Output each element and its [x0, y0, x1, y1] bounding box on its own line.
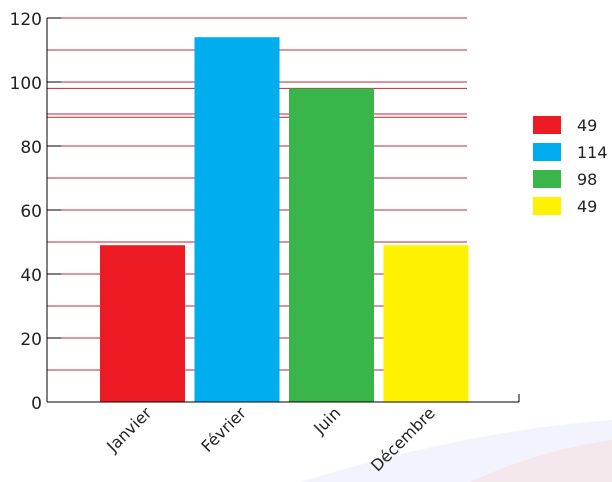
y-tick-label: 120: [10, 10, 42, 30]
bars: [100, 37, 469, 403]
legend-swatch: [533, 143, 561, 161]
bar: [383, 245, 469, 402]
legend-label: 49: [577, 116, 597, 135]
bar: [100, 245, 185, 402]
y-tick-label: 0: [31, 394, 42, 414]
bar: [289, 88, 374, 403]
watermark: [300, 420, 612, 482]
bar: [194, 37, 280, 402]
y-tick-label: 20: [20, 330, 42, 350]
y-tick-label: 80: [20, 138, 42, 158]
x-tick-label: Juin: [309, 403, 344, 438]
legend-swatch: [533, 197, 561, 215]
legend-label: 114: [577, 143, 608, 162]
y-tick-labels: 0 20 40 60 80 100 120: [10, 10, 61, 414]
legend-swatch: [533, 116, 561, 134]
y-tick-label: 100: [10, 74, 42, 94]
legend-swatch: [533, 170, 561, 188]
y-tick-label: 40: [20, 266, 42, 286]
x-tick-labels: Janvier Février Juin Décembre: [102, 403, 439, 475]
legend-label: 49: [577, 197, 597, 216]
legend-label: 98: [577, 170, 597, 189]
legend: 49 114 98 49: [533, 116, 608, 216]
x-tick-label: Janvier: [102, 403, 155, 456]
y-tick-label: 60: [20, 202, 42, 222]
x-tick-label: Février: [197, 403, 250, 456]
